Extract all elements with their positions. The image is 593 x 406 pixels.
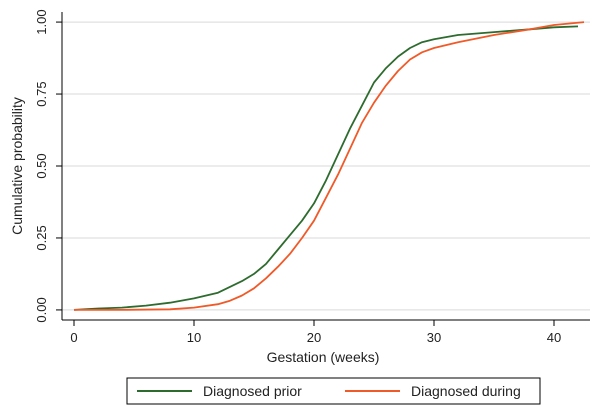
x-tick-label: 20 [307, 330, 321, 345]
x-tick-label: 10 [187, 330, 201, 345]
legend: Diagnosed prior Diagnosed during [126, 377, 541, 405]
legend-box [126, 377, 541, 405]
series-layer [73, 21, 585, 311]
x-ticks: 0 10 20 30 40 [70, 320, 561, 345]
y-tick-label: 0.25 [34, 225, 49, 250]
y-axis-title: Cumulative probability [9, 97, 25, 235]
y-tick-label: 0.75 [34, 81, 49, 106]
grid-lines [62, 21, 590, 311]
series-line-diagnosed-during [74, 21, 585, 311]
x-tick-label: 0 [70, 330, 77, 345]
y-ticks: 0.00 0.25 0.50 0.75 1.00 [34, 9, 62, 323]
legend-label-diagnosed-prior: Diagnosed prior [203, 383, 302, 399]
x-axis-title: Gestation (weeks) [267, 349, 380, 365]
series-line-diagnosed-prior [73, 25, 579, 311]
y-tick-label: 0.00 [34, 297, 49, 322]
legend-label-diagnosed-during: Diagnosed during [411, 383, 521, 399]
x-tick-label: 30 [427, 330, 441, 345]
x-tick-label: 40 [547, 330, 561, 345]
y-tick-label: 1.00 [34, 9, 49, 34]
y-tick-label: 0.50 [34, 153, 49, 178]
